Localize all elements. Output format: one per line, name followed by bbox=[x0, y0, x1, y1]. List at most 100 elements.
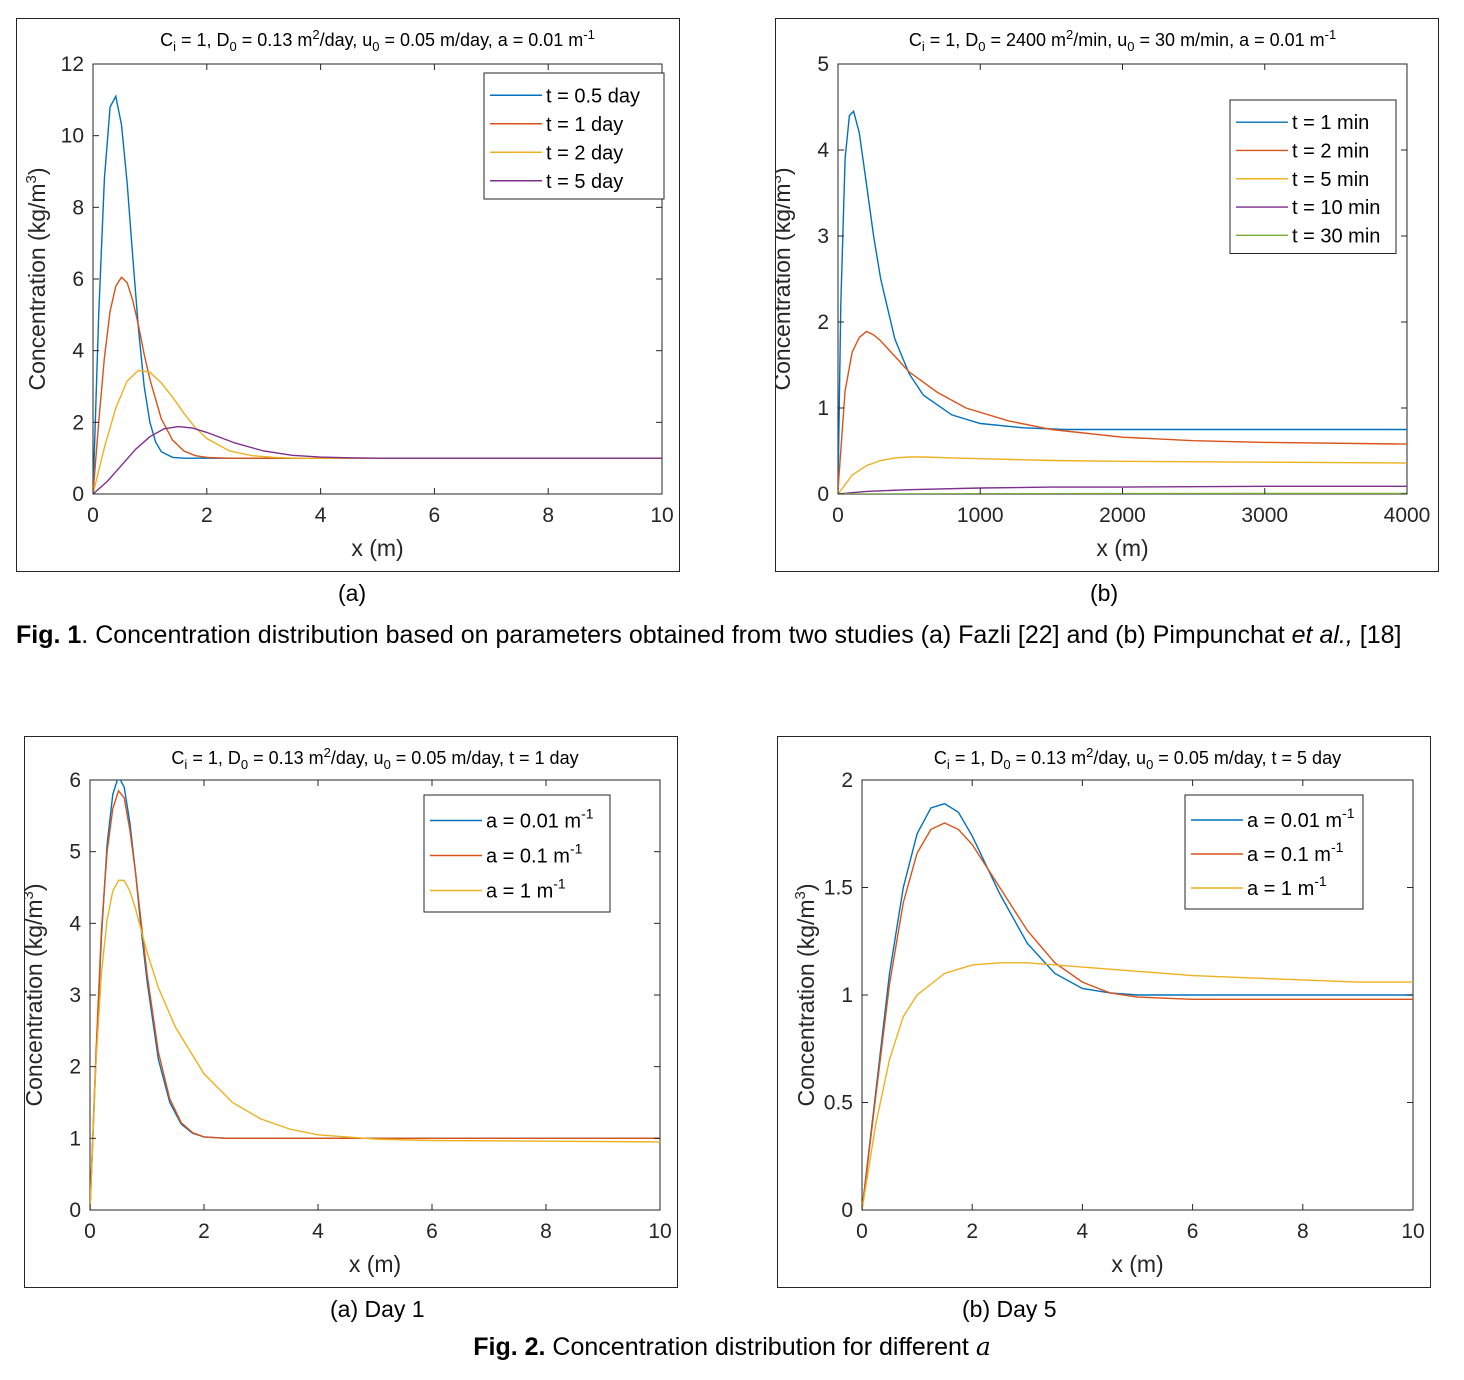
chart-panel-1a: 0 2 4 6 8 10 0 2 4 6 8 10 12 x (m) Concentration (kg/m… bbox=[16, 18, 680, 572]
figure-1-caption: Fig. 1. Concentration distribution based… bbox=[16, 616, 1440, 654]
series-line-3 bbox=[90, 879, 660, 1210]
x-tick-label: 4 bbox=[1077, 1220, 1089, 1243]
x-tick-label: 2 bbox=[201, 504, 213, 527]
figure-2-caption: Fig. 2. Concentration distribution for d… bbox=[0, 1328, 1464, 1366]
y-tick-label: 2 bbox=[72, 411, 84, 434]
legend-label: a = 0.1 m-1 bbox=[486, 841, 583, 868]
y-axis-label: Concentration (kg/m3) bbox=[792, 883, 819, 1106]
x-tick-label: 2 bbox=[198, 1220, 210, 1243]
caption-fig1b: (b) bbox=[1090, 580, 1119, 606]
legend-label: a = 0.01 m-1 bbox=[486, 806, 594, 833]
x-tick-label: 10 bbox=[1401, 1220, 1424, 1243]
y-tick-label: 10 bbox=[61, 125, 84, 148]
legend: a = 0.01 m-1 a = 0.1 m-1 a = 1 m-1 bbox=[423, 794, 611, 913]
chart-panel-2b: 0 2 4 6 8 10 0 0.5 1 1.5 2 x (m) Concentration (kg/m… bbox=[777, 736, 1431, 1288]
x-tick-label: 4 bbox=[315, 504, 327, 527]
legend: t = 1 min t = 2 min t = 5 min t = 10 min t =… bbox=[1229, 99, 1397, 254]
legend-label: t = 5 min bbox=[1292, 169, 1369, 191]
y-tick-label: 2 bbox=[841, 769, 853, 792]
x-tick-label: 6 bbox=[1187, 1220, 1199, 1243]
legend-label: t = 30 min bbox=[1292, 225, 1380, 247]
figure-1-text-end: [18] bbox=[1352, 621, 1402, 649]
y-tick-label: 4 bbox=[69, 912, 81, 935]
chart-fig2b: 0 2 4 6 8 10 0 0.5 1 1.5 2 x (m) Concentration (kg/m… bbox=[777, 736, 1431, 1288]
y-axis-label: Concentration (kg/m3) bbox=[24, 883, 47, 1106]
y-tick-label: 0 bbox=[72, 483, 84, 506]
figure-1-label: Fig. 1 bbox=[16, 621, 82, 649]
chart-fig1b: 0 1000 2000 3000 4000 0 1 2 3 4 5 x (m) Concentratio… bbox=[775, 18, 1439, 572]
x-tick-label: 4 bbox=[312, 1220, 324, 1243]
y-tick-label: 6 bbox=[69, 769, 81, 792]
series-line-3 bbox=[838, 456, 1407, 494]
y-axis-label: Concentration (kg/m3) bbox=[23, 167, 50, 390]
y-tick-label: 0 bbox=[817, 483, 829, 506]
x-tick-label: 6 bbox=[426, 1220, 438, 1243]
y-tick-label: 8 bbox=[72, 196, 84, 219]
y-tick-label: 12 bbox=[61, 53, 84, 76]
series-line-2 bbox=[90, 789, 660, 1210]
series-line-2 bbox=[93, 276, 662, 494]
y-tick-label: 3 bbox=[817, 225, 829, 248]
chart-title: Ci = 1, D0 = 0.13 m2/day, u0 = 0.05 m/da… bbox=[160, 27, 595, 54]
y-tick-label: 6 bbox=[72, 268, 84, 291]
y-tick-label: 3 bbox=[69, 984, 81, 1007]
legend-label: t = 1 min bbox=[1292, 112, 1369, 134]
x-axis-label: x (m) bbox=[1096, 535, 1148, 561]
legend-label: a = 0.1 m-1 bbox=[1247, 839, 1344, 866]
figure-1-text: . Concentration distribution based on pa… bbox=[81, 621, 1292, 649]
x-tick-label: 8 bbox=[542, 504, 554, 527]
series-line-4 bbox=[838, 485, 1407, 494]
figure-2-variable: a bbox=[975, 1332, 991, 1361]
x-tick-label: 8 bbox=[540, 1220, 552, 1243]
x-tick-label: 2000 bbox=[1099, 504, 1146, 527]
legend-label: t = 5 day bbox=[546, 171, 623, 193]
chart-fig1a: 0 2 4 6 8 10 0 2 4 6 8 10 12 x (m) Concentration (kg/m… bbox=[16, 18, 680, 572]
x-tick-label: 2 bbox=[966, 1220, 978, 1243]
x-tick-label: 0 bbox=[87, 504, 99, 527]
x-tick-label: 8 bbox=[1297, 1220, 1309, 1243]
legend-box bbox=[1229, 99, 1397, 254]
y-tick-label: 0 bbox=[69, 1199, 81, 1222]
caption-fig1a: (a) bbox=[338, 580, 367, 606]
legend-label: t = 0.5 day bbox=[546, 85, 640, 107]
series-line-3 bbox=[862, 962, 1413, 1210]
x-tick-label: 3000 bbox=[1241, 504, 1288, 527]
y-tick-label: 1 bbox=[817, 397, 829, 420]
legend-label: a = 0.01 m-1 bbox=[1247, 805, 1355, 832]
x-axis-label: x (m) bbox=[1111, 1251, 1163, 1277]
y-axis-label: Concentration (kg/m3) bbox=[775, 167, 795, 390]
series-line-1 bbox=[838, 109, 1407, 490]
legend: a = 0.01 m-1 a = 0.1 m-1 a = 1 m-1 bbox=[1184, 794, 1364, 910]
y-tick-label: 4 bbox=[817, 139, 829, 162]
series-line-4 bbox=[93, 425, 662, 494]
legend-box bbox=[483, 72, 665, 200]
y-tick-label: 0 bbox=[841, 1199, 853, 1222]
x-axis-label: x (m) bbox=[351, 535, 403, 561]
chart-title: Ci = 1, D0 = 0.13 m2/day, u0 = 0.05 m/da… bbox=[171, 745, 578, 772]
x-tick-label: 0 bbox=[832, 504, 844, 527]
legend-label: t = 2 day bbox=[546, 142, 623, 164]
caption-fig2a: (a) Day 1 bbox=[330, 1296, 425, 1322]
chart-title: Ci = 1, D0 = 2400 m2/min, u0 = 30 m/min,… bbox=[909, 27, 1336, 54]
y-tick-label: 4 bbox=[72, 340, 84, 363]
y-tick-label: 0.5 bbox=[824, 1092, 853, 1115]
legend-label: t = 1 day bbox=[546, 114, 623, 136]
x-tick-label: 0 bbox=[856, 1220, 868, 1243]
x-tick-label: 10 bbox=[648, 1220, 671, 1243]
x-tick-label: 6 bbox=[429, 504, 441, 527]
series-line-3 bbox=[93, 369, 662, 494]
figure-2-label: Fig. 2. bbox=[473, 1333, 546, 1361]
x-tick-label: 0 bbox=[84, 1220, 96, 1243]
y-tick-label: 1.5 bbox=[824, 877, 853, 900]
x-tick-label: 1000 bbox=[957, 504, 1004, 527]
caption-fig2b: (b) Day 5 bbox=[962, 1296, 1057, 1322]
y-tick-label: 5 bbox=[69, 841, 81, 864]
legend-label: a = 1 m-1 bbox=[486, 876, 566, 903]
series-line-2 bbox=[862, 822, 1413, 1210]
chart-title: Ci = 1, D0 = 0.13 m2/day, u0 = 0.05 m/da… bbox=[934, 745, 1341, 772]
figure-1-italic: et al., bbox=[1291, 621, 1353, 649]
legend-box bbox=[1184, 794, 1364, 910]
y-tick-label: 2 bbox=[817, 311, 829, 334]
chart-panel-1b: 0 1000 2000 3000 4000 0 1 2 3 4 5 x (m) Concentratio… bbox=[775, 18, 1439, 572]
y-tick-label: 1 bbox=[69, 1127, 81, 1150]
